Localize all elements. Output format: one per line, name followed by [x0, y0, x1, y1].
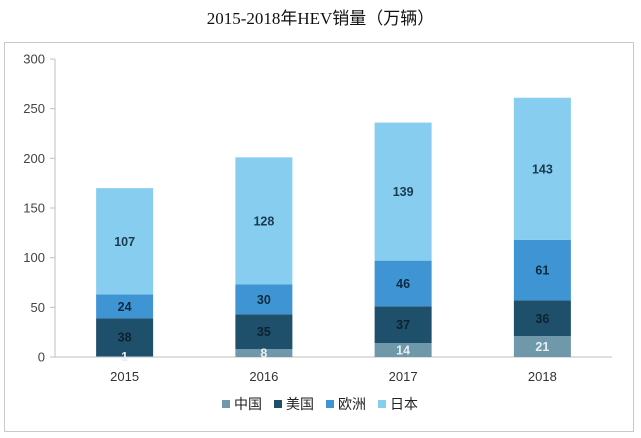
y-tick-label: 250	[23, 101, 45, 116]
chart-frame	[4, 42, 634, 432]
bar-segment-2017-3	[374, 122, 432, 261]
data-label-2018-3: 143	[532, 162, 553, 176]
data-label-2017-1: 37	[396, 318, 410, 332]
bar-segment-2018-1	[513, 300, 571, 337]
x-tick-label: 2018	[528, 369, 557, 384]
legend-label-1: 美国	[286, 396, 314, 412]
y-tick-label: 300	[23, 52, 45, 67]
bar-segment-2017-0	[374, 343, 432, 357]
legend-swatch-2	[326, 400, 334, 408]
data-label-2016-1: 35	[257, 325, 271, 339]
bar-segment-2018-3	[513, 97, 571, 240]
bar-segment-2015-0	[96, 356, 154, 357]
data-label-2015-1: 38	[118, 331, 132, 345]
legend-label-2: 欧洲	[338, 396, 366, 412]
x-tick-label: 2015	[110, 369, 139, 384]
legend-swatch-0	[222, 400, 230, 408]
data-label-2018-2: 61	[535, 264, 549, 278]
bar-segment-2016-3	[235, 157, 293, 285]
y-tick-label: 50	[31, 300, 45, 315]
data-label-2017-3: 139	[393, 185, 414, 199]
bar-segment-2017-1	[374, 306, 432, 344]
bar-segment-2016-2	[235, 284, 293, 315]
chart-legend: 中国 美国 欧洲 日本	[222, 396, 418, 412]
bar-segment-2017-2	[374, 260, 432, 307]
bar-segment-2015-3	[96, 188, 154, 295]
x-tick-label: 2017	[389, 369, 418, 384]
chart-title: 2015-2018年HEV销量（万辆）	[206, 9, 435, 28]
legend-swatch-3	[378, 400, 386, 408]
data-label-2018-1: 36	[535, 312, 549, 326]
data-label-2016-0: 8	[260, 347, 267, 361]
chart-bars	[96, 97, 571, 357]
data-label-2015-2: 24	[118, 300, 132, 314]
y-tick-label: 200	[23, 151, 45, 166]
bar-segment-2018-2	[513, 239, 571, 301]
chart-data-labels: 1 38 24 107 8 35 30 128 14 37 46 139 21 36 61 143	[114, 162, 553, 364]
bar-segment-2016-0	[235, 349, 293, 357]
bar-segment-2015-1	[96, 318, 154, 357]
bar-segment-2016-1	[235, 314, 293, 350]
y-tick-label: 0	[38, 350, 45, 365]
data-label-2018-0: 21	[535, 340, 549, 354]
y-tick-label: 150	[23, 201, 45, 216]
bar-segment-2018-0	[513, 336, 571, 357]
data-label-2017-2: 46	[396, 277, 410, 291]
legend-label-3: 日本	[390, 396, 418, 412]
y-tick-label: 100	[23, 250, 45, 265]
data-label-2015-0: 1	[121, 350, 128, 364]
data-label-2015-3: 107	[114, 235, 135, 249]
legend-label-0: 中国	[234, 396, 262, 412]
data-label-2017-0: 14	[396, 344, 410, 358]
bar-segment-2015-2	[96, 294, 154, 319]
data-label-2016-2: 30	[257, 293, 271, 307]
legend-swatch-1	[274, 400, 282, 408]
x-tick-label: 2016	[249, 369, 278, 384]
data-label-2016-3: 128	[253, 214, 274, 228]
chart-axes: 0 50 100 150 200 250 300 2015 2016 2017 2018	[23, 52, 612, 384]
